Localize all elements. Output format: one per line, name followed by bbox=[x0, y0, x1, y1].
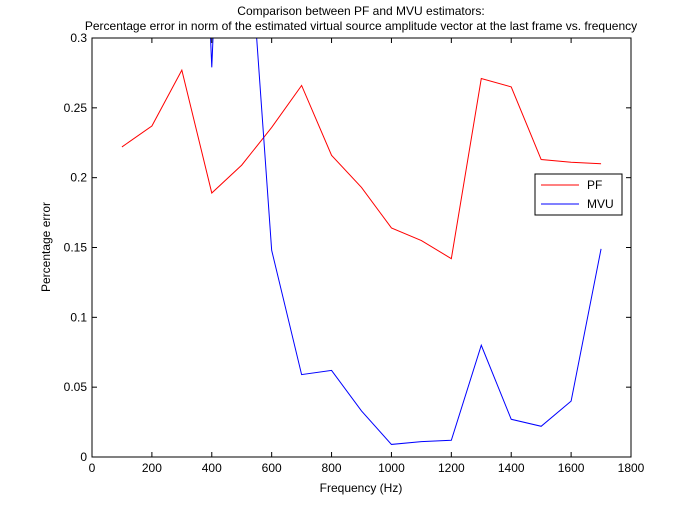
series-layer bbox=[121, 38, 602, 445]
x-tick-label: 800 bbox=[322, 461, 342, 475]
x-tick-label: 200 bbox=[142, 461, 162, 475]
y-tick-label: 0.15 bbox=[64, 241, 88, 255]
y-tick-label: 0.1 bbox=[70, 310, 87, 324]
plot-frame bbox=[91, 37, 632, 458]
x-tick-label: 1200 bbox=[438, 461, 465, 475]
x-tick-label: 0 bbox=[89, 461, 96, 475]
x-tick-label: 400 bbox=[202, 461, 222, 475]
y-tick-label: 0.2 bbox=[70, 171, 87, 185]
legend: PF MVU bbox=[534, 173, 623, 216]
y-tick-label: 0.3 bbox=[70, 31, 87, 45]
tick-layer: 0 200 400 600 800 1000 1200 1400 1600 1800 0 0.05 0.… bbox=[64, 31, 645, 475]
x-axis-label: Frequency (Hz) bbox=[320, 481, 403, 495]
x-tick-label: 600 bbox=[262, 461, 282, 475]
x-tick-label: 1000 bbox=[378, 461, 405, 475]
chart-title-line-2: Percentage error in norm of the estimate… bbox=[85, 19, 637, 33]
x-tick-label: 1800 bbox=[618, 461, 645, 475]
plot-area bbox=[92, 38, 631, 457]
legend-box bbox=[534, 173, 623, 216]
series-line-pf bbox=[121, 68, 602, 260]
y-tick-label: 0.05 bbox=[64, 380, 88, 394]
chart-title-line-1: Comparison between PF and MVU estimators… bbox=[237, 4, 484, 18]
y-tick-label: 0 bbox=[80, 450, 87, 464]
legend-label-pf: PF bbox=[587, 178, 602, 192]
series-line-mvu bbox=[210, 38, 602, 445]
legend-label-mvu: MVU bbox=[587, 197, 614, 211]
y-tick-label: 0.25 bbox=[64, 101, 88, 115]
y-axis-label: Percentage error bbox=[39, 202, 53, 292]
x-tick-label: 1600 bbox=[558, 461, 585, 475]
x-tick-label: 1400 bbox=[498, 461, 525, 475]
